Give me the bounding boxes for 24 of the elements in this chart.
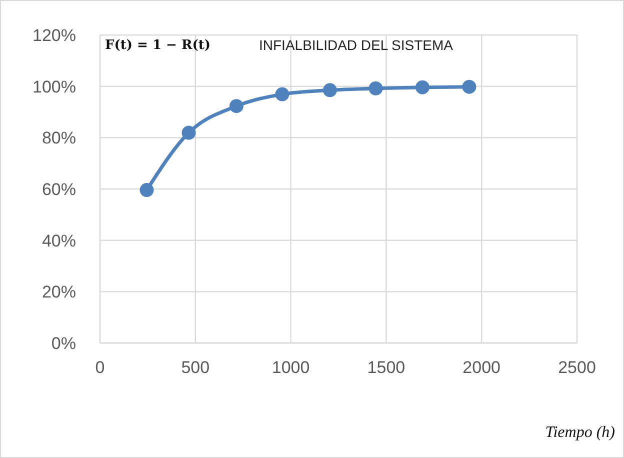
point (140, 183, 154, 198)
x-tick-label: 2500 (558, 358, 596, 378)
y-tick-label: 80% (42, 128, 76, 148)
y-tick-label: 120% (32, 26, 76, 46)
point (462, 80, 476, 94)
y-tick-label: 60% (42, 180, 76, 200)
point (182, 126, 196, 140)
x-tick-label: 0 (95, 358, 105, 378)
point (415, 80, 430, 94)
y-tick-label: 100% (32, 77, 76, 96)
x-tick-label: 500 (181, 358, 210, 378)
point (229, 99, 244, 114)
point (275, 87, 290, 102)
x-tick-label: 1500 (367, 358, 406, 378)
point (368, 81, 383, 96)
annotation: F(t) = 1 − R(t) (105, 38, 211, 53)
x-tick-label: 2000 (462, 358, 501, 378)
x-tick-label: 1000 (272, 358, 310, 378)
chart-title: INFIALBILIDAD DEL SISTEMA (259, 37, 453, 53)
y-tick-label: 40% (42, 231, 76, 250)
point (322, 83, 337, 98)
y-tick-label: 0% (51, 334, 76, 354)
x-axis-title: Tiempo (h) (545, 424, 615, 442)
y-tick-label: 20% (42, 282, 76, 302)
